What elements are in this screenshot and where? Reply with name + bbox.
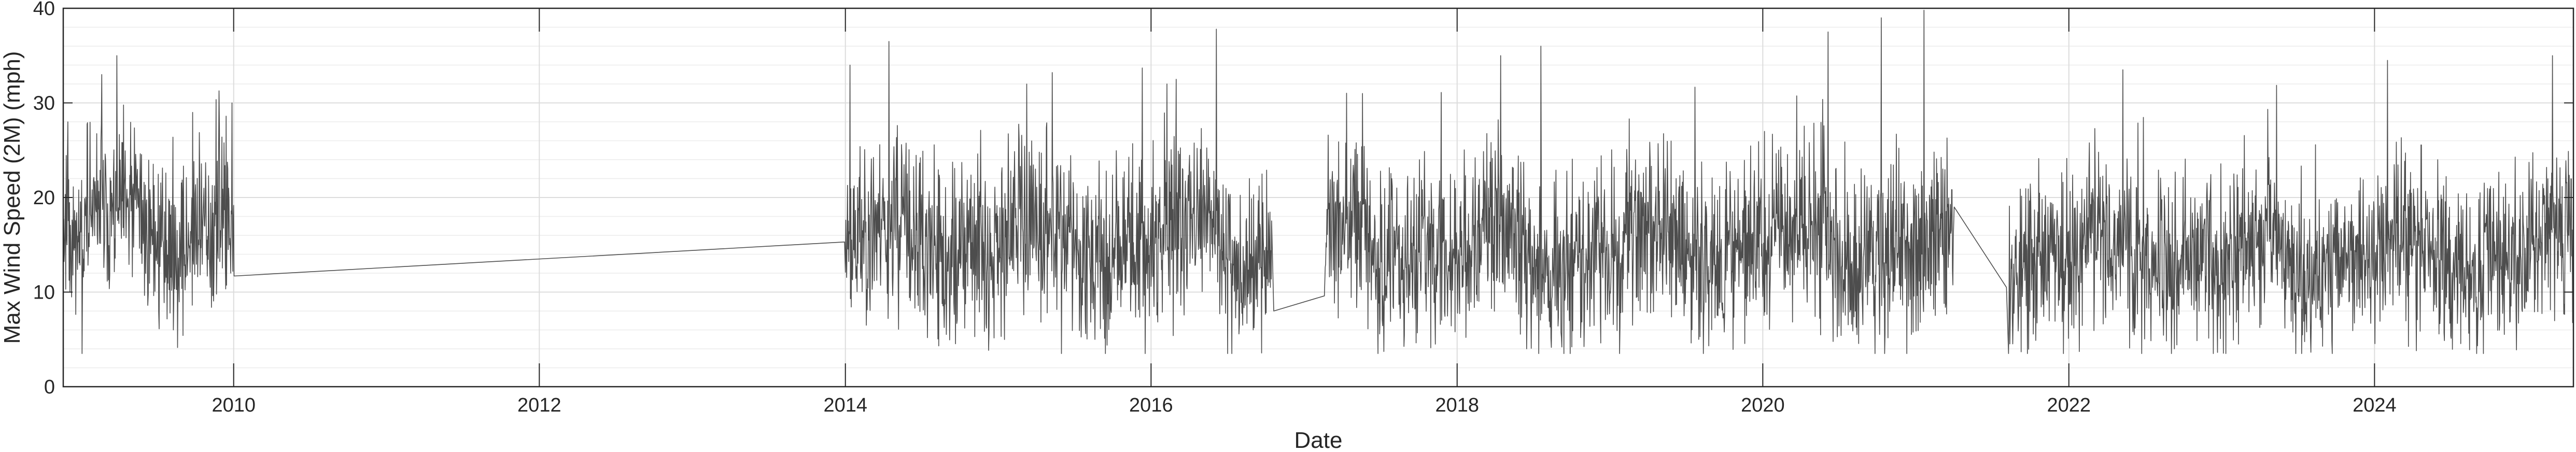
x-tick-label: 2014 xyxy=(823,394,867,416)
x-tick-label: 2012 xyxy=(517,394,561,416)
x-tick-label: 2020 xyxy=(1741,394,1785,416)
x-tick-labels: 2010 2012 2014 2016 2018 2020 2022 2024 xyxy=(212,394,2396,416)
x-tick-label: 2010 xyxy=(212,394,256,416)
x-tick-label: 2022 xyxy=(2047,394,2091,416)
x-tick-label: 2016 xyxy=(1129,394,1173,416)
axes xyxy=(62,7,2574,388)
y-axis-label: Max Wind Speed (2M) (mph) xyxy=(0,51,25,344)
y-tick-label: 10 xyxy=(33,282,55,304)
y-tick-label: 0 xyxy=(44,376,55,398)
y-tick-label: 40 xyxy=(33,0,55,20)
y-tick-label: 30 xyxy=(33,93,55,115)
x-tick-label: 2024 xyxy=(2353,394,2397,416)
x-tick-label: 2018 xyxy=(1435,394,1479,416)
wind-speed-series xyxy=(63,9,2574,354)
y-tick-label: 20 xyxy=(33,187,55,209)
x-axis-label: Date xyxy=(1294,428,1343,452)
plot-frame xyxy=(62,7,2574,388)
wind-speed-line xyxy=(63,9,2574,354)
y-tick-labels: 0 10 20 30 40 xyxy=(33,0,55,398)
